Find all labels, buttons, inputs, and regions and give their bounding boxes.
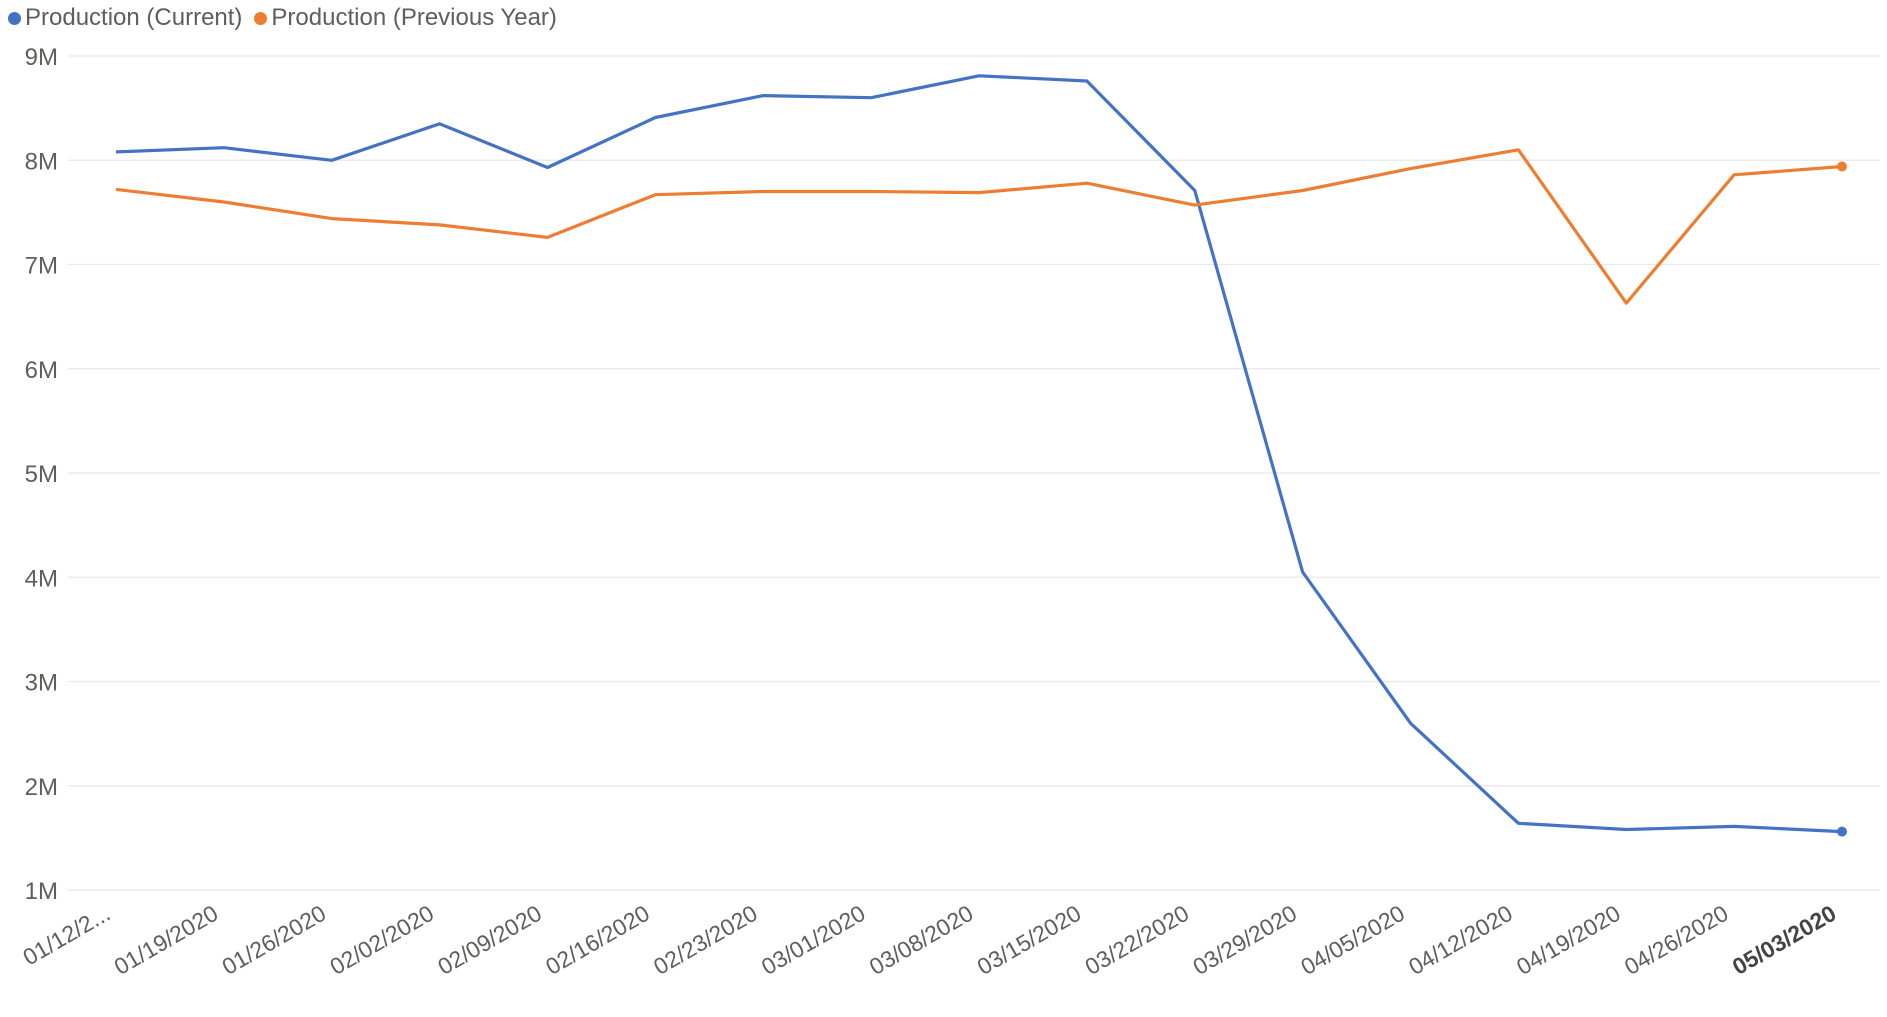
y-tick-label: 3M [25, 670, 58, 697]
gridlines [68, 55, 1880, 891]
legend-item-previous-year[interactable]: Production (Previous Year) [254, 4, 557, 32]
x-tick-label: 03/15/2020 [973, 900, 1086, 980]
series-lines [115, 74, 1847, 837]
x-tick-label: 05/03/2020 [1728, 900, 1841, 980]
y-axis: 9M 8M 7M 6M 5M 4M 3M 2M 1M [25, 44, 58, 905]
y-tick-label: 9M [25, 44, 58, 71]
legend-item-current[interactable]: Production (Current) [8, 4, 242, 32]
y-tick-label: 5M [25, 461, 58, 488]
series-line-current[interactable] [115, 74, 1843, 834]
x-tick-label: 03/29/2020 [1188, 900, 1301, 980]
x-tick-label: 02/23/2020 [649, 900, 762, 980]
x-tick-label: 02/02/2020 [325, 900, 438, 980]
x-tick-label: 01/19/2020 [110, 900, 223, 980]
legend-marker-current [8, 11, 21, 25]
y-tick-label: 7M [25, 253, 58, 280]
x-tick-label: 02/09/2020 [433, 900, 546, 980]
y-tick-label: 1M [25, 878, 58, 905]
legend-label-previous-year: Production (Previous Year) [271, 4, 557, 31]
y-tick-label: 8M [25, 148, 58, 175]
x-tick-label: 04/05/2020 [1296, 900, 1409, 980]
series-end-marker-previous-year[interactable] [1837, 161, 1847, 172]
x-tick-label: 01/26/2020 [218, 900, 331, 980]
chart-legend: Production (Current) Production (Previou… [8, 2, 569, 34]
x-tick-label: 03/22/2020 [1081, 900, 1194, 980]
x-tick-label: 02/16/2020 [541, 900, 654, 980]
y-tick-label: 6M [25, 357, 58, 384]
series-line-previous-year[interactable] [115, 148, 1843, 305]
legend-label-current: Production (Current) [25, 4, 243, 31]
x-tick-label: 04/19/2020 [1512, 900, 1625, 980]
y-tick-label: 4M [25, 565, 58, 592]
series-end-marker-current[interactable] [1837, 826, 1847, 837]
x-tick-label: 03/08/2020 [865, 900, 978, 980]
x-tick-label: 01/12/2... [18, 900, 114, 970]
y-tick-label: 2M [25, 774, 58, 801]
x-axis: 01/12/2...01/19/202001/26/202002/02/2020… [18, 900, 1840, 980]
legend-marker-previous-year [254, 11, 268, 25]
x-tick-label: 04/26/2020 [1620, 900, 1733, 980]
x-tick-label: 04/12/2020 [1404, 900, 1517, 980]
x-tick-label: 03/01/2020 [757, 900, 870, 980]
